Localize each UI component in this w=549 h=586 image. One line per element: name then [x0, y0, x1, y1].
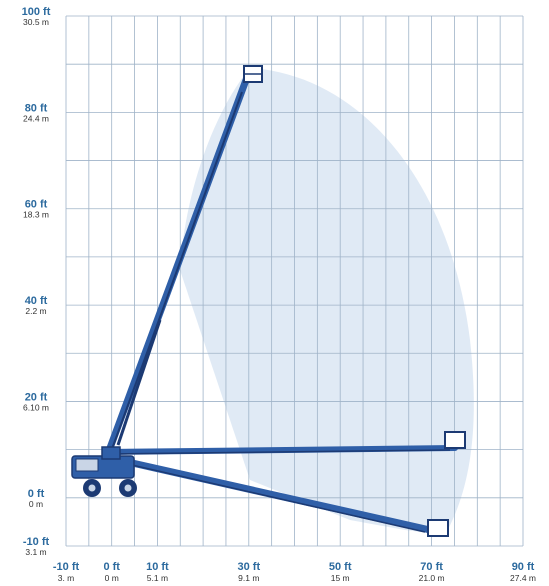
x-tick-label-m: 0 m	[105, 573, 119, 583]
y-tick-label-ft: -10 ft	[23, 536, 50, 548]
x-tick-label-ft: 30 ft	[237, 561, 260, 573]
x-tick-label-m: 9.1 m	[238, 573, 259, 583]
x-tick-label-ft: 90 ft	[512, 561, 535, 573]
x-tick-label-m: 3. m	[58, 573, 75, 583]
x-tick-label-ft: 10 ft	[146, 561, 169, 573]
x-tick-label-m: 5.1 m	[147, 573, 168, 583]
working-envelope	[180, 68, 474, 535]
x-tick-label-ft: 0 ft	[103, 561, 120, 573]
y-tick-label-m: 24.4 m	[23, 113, 49, 123]
x-tick-label-m: 21.0 m	[419, 573, 445, 583]
x-tick-label-ft: -10 ft	[53, 561, 80, 573]
y-tick-label-ft: 20 ft	[25, 391, 48, 403]
x-tick-label-ft: 50 ft	[329, 561, 352, 573]
x-tick-label-m: 27.4 m	[510, 573, 536, 583]
y-tick-label-ft: 100 ft	[22, 6, 51, 18]
y-tick-label-m: 6.10 m	[23, 402, 49, 412]
x-tick-label-ft: 70 ft	[420, 561, 443, 573]
boom-lift-machine	[71, 65, 466, 537]
x-tick-label-m: 15 m	[331, 573, 350, 583]
y-tick-label-ft: 0 ft	[28, 488, 45, 500]
y-tick-label-m: 3.1 m	[25, 547, 46, 557]
y-tick-label-m: 0 m	[29, 499, 43, 509]
y-tick-label-m: 30.5 m	[23, 17, 49, 27]
platform-basket-horizontal	[444, 431, 466, 449]
y-tick-label-ft: 40 ft	[25, 295, 48, 307]
boom-horizontal	[107, 445, 458, 455]
y-tick-label-m: 18.3 m	[23, 210, 49, 220]
boom-below-grade	[106, 454, 434, 534]
platform-basket-below	[427, 519, 449, 537]
y-tick-label-m: 2.2 m	[25, 306, 46, 316]
y-tick-label-ft: 60 ft	[25, 199, 48, 211]
y-tick-label-ft: 80 ft	[25, 102, 48, 114]
grid	[65, 15, 524, 547]
